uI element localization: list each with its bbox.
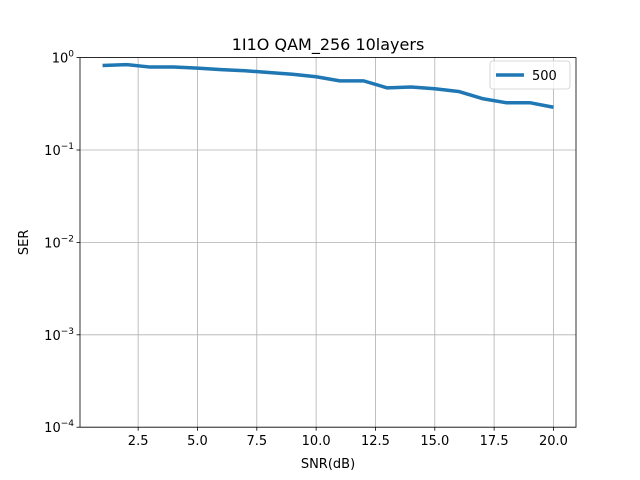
y-tick-label: 10−4 (44, 419, 74, 436)
y-tick-label: 10−1 (44, 142, 74, 159)
x-axis-label: SNR(dB) (301, 457, 355, 472)
series-layer (102, 62, 554, 109)
legend-box (489, 60, 571, 90)
y-tick-label: 10−3 (44, 327, 74, 344)
legend-label-series-0: 500 (532, 69, 557, 84)
chart-title: 1I1O QAM_256 10layers (232, 35, 425, 55)
y-tick-label: 100 (52, 50, 75, 67)
x-tick-label: 2.5 (128, 434, 149, 449)
x-tick-label: 15.0 (420, 434, 449, 449)
y-axis-label: SER (17, 230, 32, 256)
x-tick-label: 17.5 (480, 434, 509, 449)
x-tick-label: 10.0 (302, 434, 331, 449)
y-tick-label: 10−2 (44, 234, 74, 251)
series-line-0 (102, 62, 554, 109)
ticks: 2.5 5.0 7.5 10.0 12.5 15.0 17.5 20.0 10−4 10−3 10−… (44, 50, 568, 450)
x-tick-label: 20.0 (539, 434, 568, 449)
x-tick-label: 12.5 (361, 434, 390, 449)
legend: 500 (489, 60, 571, 90)
x-tick-label: 5.0 (187, 434, 208, 449)
x-tick-label: 7.5 (246, 434, 267, 449)
